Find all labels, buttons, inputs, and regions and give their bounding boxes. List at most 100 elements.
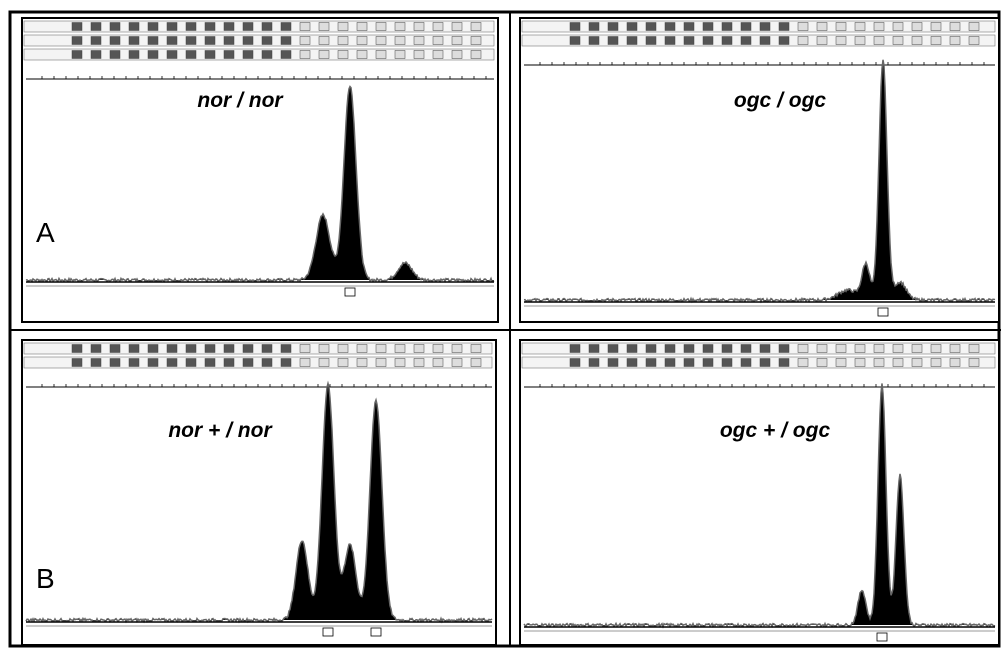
toolbar-button [224,345,234,353]
toolbar-button [798,23,808,31]
toolbar-button [570,359,580,367]
allele-marker [877,633,887,641]
toolbar-button [608,345,618,353]
allele-marker [345,288,355,296]
toolbar-button [338,51,348,59]
toolbar-button [608,37,618,45]
panel-title: nor + / nor [168,419,273,442]
toolbar-button [969,345,979,353]
toolbar-button [874,37,884,45]
toolbar-button [357,345,367,353]
toolbar-button [414,23,424,31]
toolbar-button [874,23,884,31]
toolbar-button [471,51,481,59]
toolbar-button [779,23,789,31]
toolbar-button [186,51,196,59]
toolbar-button [741,23,751,31]
toolbar-button [627,23,637,31]
toolbar-button [72,37,82,45]
toolbar-button [589,345,599,353]
toolbar-button [684,37,694,45]
toolbar-button [779,359,789,367]
toolbar-button [433,37,443,45]
toolbar-button [129,359,139,367]
toolbar-button [72,359,82,367]
toolbar-button [912,359,922,367]
toolbar-button [893,23,903,31]
toolbar-button [836,37,846,45]
toolbar-button [836,345,846,353]
toolbar-button [570,23,580,31]
toolbar-button [72,51,82,59]
toolbar-button [300,51,310,59]
toolbar-button [224,23,234,31]
toolbar-button [589,37,599,45]
panel-border [520,340,999,645]
toolbar-button [760,37,770,45]
toolbar-button [741,37,751,45]
toolbar-button [319,51,329,59]
toolbar-button [300,37,310,45]
toolbar-button [110,345,120,353]
toolbar-button [262,37,272,45]
toolbar-button [148,359,158,367]
toolbar-button [912,23,922,31]
panel-border [22,340,496,645]
toolbar-button [129,23,139,31]
toolbar-button [243,23,253,31]
toolbar-button [129,51,139,59]
toolbar-button [414,37,424,45]
toolbar-button [357,359,367,367]
toolbar-button [72,23,82,31]
toolbar-button [931,359,941,367]
toolbar-button [817,345,827,353]
toolbar-button [874,359,884,367]
toolbar-button [855,37,865,45]
toolbar-button [110,23,120,31]
toolbar-button [760,345,770,353]
toolbar-button [589,359,599,367]
panel-title: nor / nor [197,89,284,112]
toolbar-button [665,37,675,45]
toolbar-button [205,23,215,31]
toolbar-button [281,37,291,45]
panel-label: B [36,563,55,594]
toolbar-button [741,345,751,353]
toolbar-button [471,37,481,45]
toolbar-button [167,359,177,367]
panel-title: ogc + / ogc [720,419,831,442]
toolbar-button [110,51,120,59]
toolbar-button [893,359,903,367]
toolbar-button [395,23,405,31]
toolbar-button [703,359,713,367]
toolbar-button [950,359,960,367]
toolbar-button [703,345,713,353]
toolbar-button [452,345,462,353]
toolbar-button [148,23,158,31]
toolbar-button [281,23,291,31]
toolbar-button [414,359,424,367]
toolbar-button [129,345,139,353]
toolbar-button [186,359,196,367]
toolbar-button [357,51,367,59]
toolbar-button [950,37,960,45]
toolbar-button [72,345,82,353]
toolbar-button [950,23,960,31]
toolbar-button [741,359,751,367]
toolbar-button [646,23,656,31]
toolbar-button [224,37,234,45]
toolbar-button [646,37,656,45]
electropherogram-panel: ogc / ogc [520,18,999,322]
toolbar-button [969,359,979,367]
toolbar-button [722,37,732,45]
toolbar-button [186,23,196,31]
toolbar-button [950,345,960,353]
toolbar-button [91,345,101,353]
toolbar-button [665,345,675,353]
toolbar-button [433,345,443,353]
toolbar-button [224,359,234,367]
toolbar-button [589,23,599,31]
toolbar-button [684,23,694,31]
toolbar-button [874,345,884,353]
toolbar-button [262,51,272,59]
